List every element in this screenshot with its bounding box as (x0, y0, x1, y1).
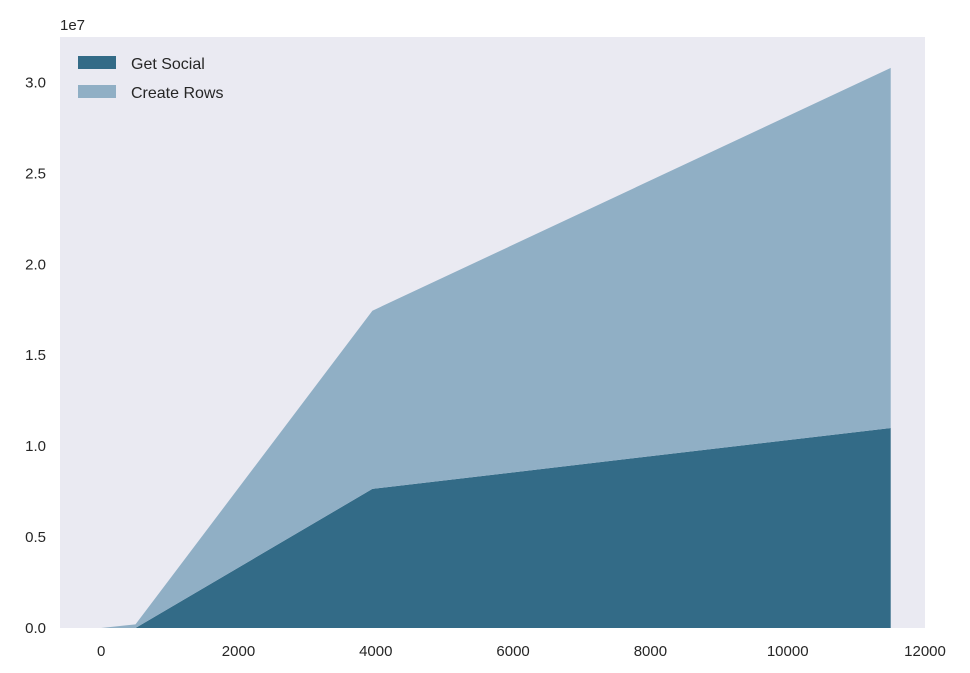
legend-label: Get Social (131, 56, 205, 73)
legend-label: Create Rows (131, 85, 223, 102)
y-tick-label: 0.0 (25, 620, 46, 637)
x-tick-label: 6000 (496, 643, 529, 660)
y-axis-tick-labels: 0.0 0.5 1.0 1.5 2.0 2.5 3.0 (25, 74, 46, 637)
area-series-group (101, 67, 891, 628)
y-tick-label: 2.0 (25, 256, 46, 273)
y-tick-label: 1.0 (25, 438, 46, 455)
x-tick-label: 4000 (359, 643, 392, 660)
x-tick-label: 12000 (904, 643, 946, 660)
legend-swatch (78, 85, 116, 98)
area-series-1 (101, 67, 891, 628)
x-tick-label: 2000 (222, 643, 255, 660)
area-series-0 (101, 428, 891, 628)
y-tick-label: 0.5 (25, 529, 46, 546)
x-tick-label: 8000 (634, 643, 667, 660)
y-tick-label: 1.5 (25, 347, 46, 364)
y-tick-label: 3.0 (25, 74, 46, 91)
y-axis-offset-label: 1e7 (60, 17, 85, 34)
x-tick-label: 0 (97, 643, 105, 660)
x-tick-label: 10000 (767, 643, 809, 660)
x-axis-tick-labels: 0 2000 4000 6000 8000 10000 12000 (97, 643, 946, 660)
legend: Get Social Create Rows (78, 56, 223, 102)
y-tick-label: 2.5 (25, 165, 46, 182)
legend-swatch (78, 56, 116, 69)
